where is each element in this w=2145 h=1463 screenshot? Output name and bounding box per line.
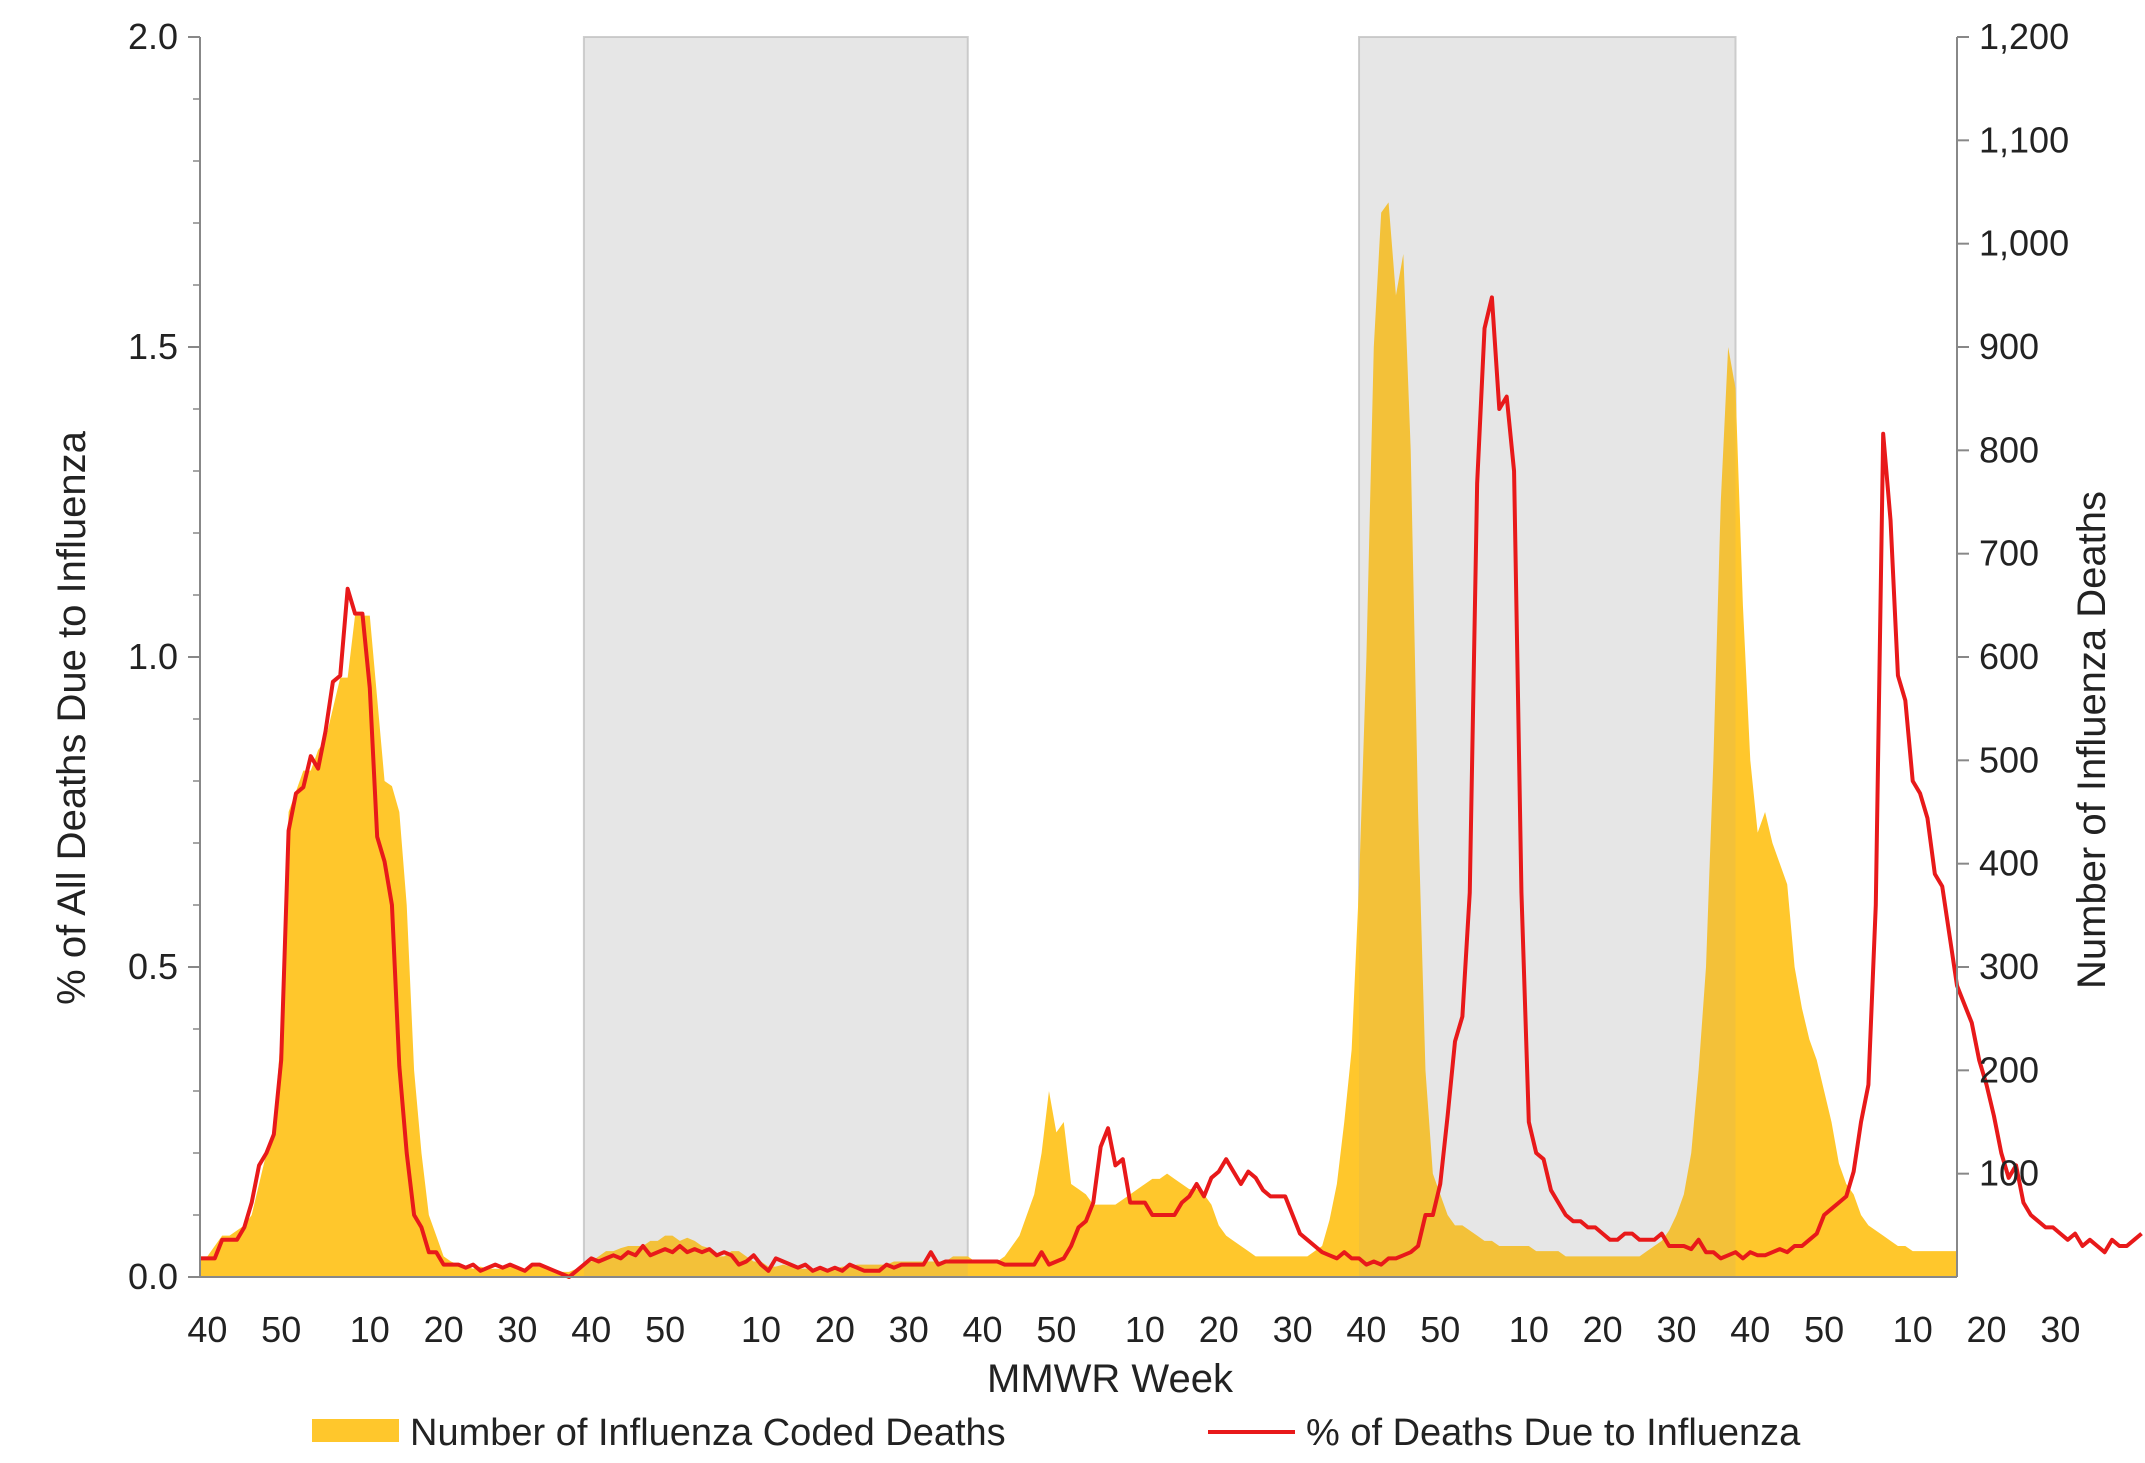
y-right-tick-label: 500 bbox=[1979, 739, 2039, 780]
y-right-tick-label: 700 bbox=[1979, 533, 2039, 574]
y-right-tick-label: 300 bbox=[1979, 946, 2039, 987]
y-right-tick-label: 1,000 bbox=[1979, 223, 2069, 264]
x-tick-label: 40 bbox=[571, 1309, 611, 1350]
y-axis-right-title: Number of Influenza Deaths bbox=[2070, 491, 2114, 989]
x-tick-label: 20 bbox=[1583, 1309, 1623, 1350]
season-tint-band-2 bbox=[1359, 37, 1736, 1277]
y-right-tick-label: 200 bbox=[1979, 1049, 2039, 1090]
x-tick-label: 20 bbox=[424, 1309, 464, 1350]
x-tick-label: 30 bbox=[2040, 1309, 2080, 1350]
y-right-tick-label: 600 bbox=[1979, 636, 2039, 677]
season-shading-band-1 bbox=[582, 36, 969, 1278]
y-right-tick-label: 1,100 bbox=[1979, 119, 2069, 160]
x-tick-label: 20 bbox=[1967, 1309, 2007, 1350]
y-right-tick-label: 1,200 bbox=[1979, 16, 2069, 57]
legend-area-swatch bbox=[312, 1419, 399, 1442]
x-tick-label: 50 bbox=[1420, 1309, 1460, 1350]
y-left-tick-label: 2.0 bbox=[128, 16, 178, 57]
y-right-tick-label: 800 bbox=[1979, 429, 2039, 470]
y-left-tick-label: 0.5 bbox=[128, 946, 178, 987]
x-tick-label: 10 bbox=[1509, 1309, 1549, 1350]
y-right-tick-label: 900 bbox=[1979, 326, 2039, 367]
x-tick-label: 10 bbox=[350, 1309, 390, 1350]
x-tick-label: 20 bbox=[815, 1309, 855, 1350]
y-right-tick-label: 400 bbox=[1979, 843, 2039, 884]
legend: Number of Influenza Coded Deaths % of De… bbox=[312, 1412, 1801, 1454]
x-tick-label: 30 bbox=[497, 1309, 537, 1350]
axes-layer: 0.0 0.5 1.0 1.5 2.0 100 200 300 400 500 600 700 800 9… bbox=[128, 16, 2080, 1350]
x-tick-label: 10 bbox=[1893, 1309, 1933, 1350]
legend-line-label: % of Deaths Due to Influenza bbox=[1306, 1412, 1801, 1454]
influenza-deaths-area bbox=[200, 202, 1957, 1278]
x-tick-label: 10 bbox=[741, 1309, 781, 1350]
x-tick-label: 30 bbox=[1273, 1309, 1313, 1350]
x-tick-label: 40 bbox=[187, 1309, 227, 1350]
x-axis-title: MMWR Week bbox=[987, 1357, 1234, 1401]
x-tick-label: 10 bbox=[1125, 1309, 1165, 1350]
y-left-tick-label: 1.0 bbox=[128, 636, 178, 677]
x-tick-label: 30 bbox=[889, 1309, 929, 1350]
influenza-percent-line bbox=[200, 295, 2143, 1279]
y-axis-left-title: % of All Deaths Due to Influenza bbox=[50, 430, 94, 1004]
influenza-percent-line-layer bbox=[200, 295, 2143, 1279]
season-tint-band-1 bbox=[583, 37, 968, 1277]
y-left-tick-label: 1.5 bbox=[128, 326, 178, 367]
x-tick-label: 20 bbox=[1199, 1309, 1239, 1350]
x-tick-label: 40 bbox=[1346, 1309, 1386, 1350]
x-tick-label: 40 bbox=[1730, 1309, 1770, 1350]
y-right-tick-label: 100 bbox=[1979, 1153, 2039, 1194]
y-left-tick-label: 0.0 bbox=[128, 1256, 178, 1297]
x-tick-label: 50 bbox=[1036, 1309, 1076, 1350]
x-tick-label: 40 bbox=[963, 1309, 1003, 1350]
influenza-deaths-area-layer bbox=[200, 37, 1957, 1278]
x-tick-label: 50 bbox=[1804, 1309, 1844, 1350]
x-tick-label: 30 bbox=[1656, 1309, 1696, 1350]
x-tick-label: 50 bbox=[645, 1309, 685, 1350]
legend-area-label: Number of Influenza Coded Deaths bbox=[410, 1412, 1006, 1454]
x-tick-label: 50 bbox=[261, 1309, 301, 1350]
